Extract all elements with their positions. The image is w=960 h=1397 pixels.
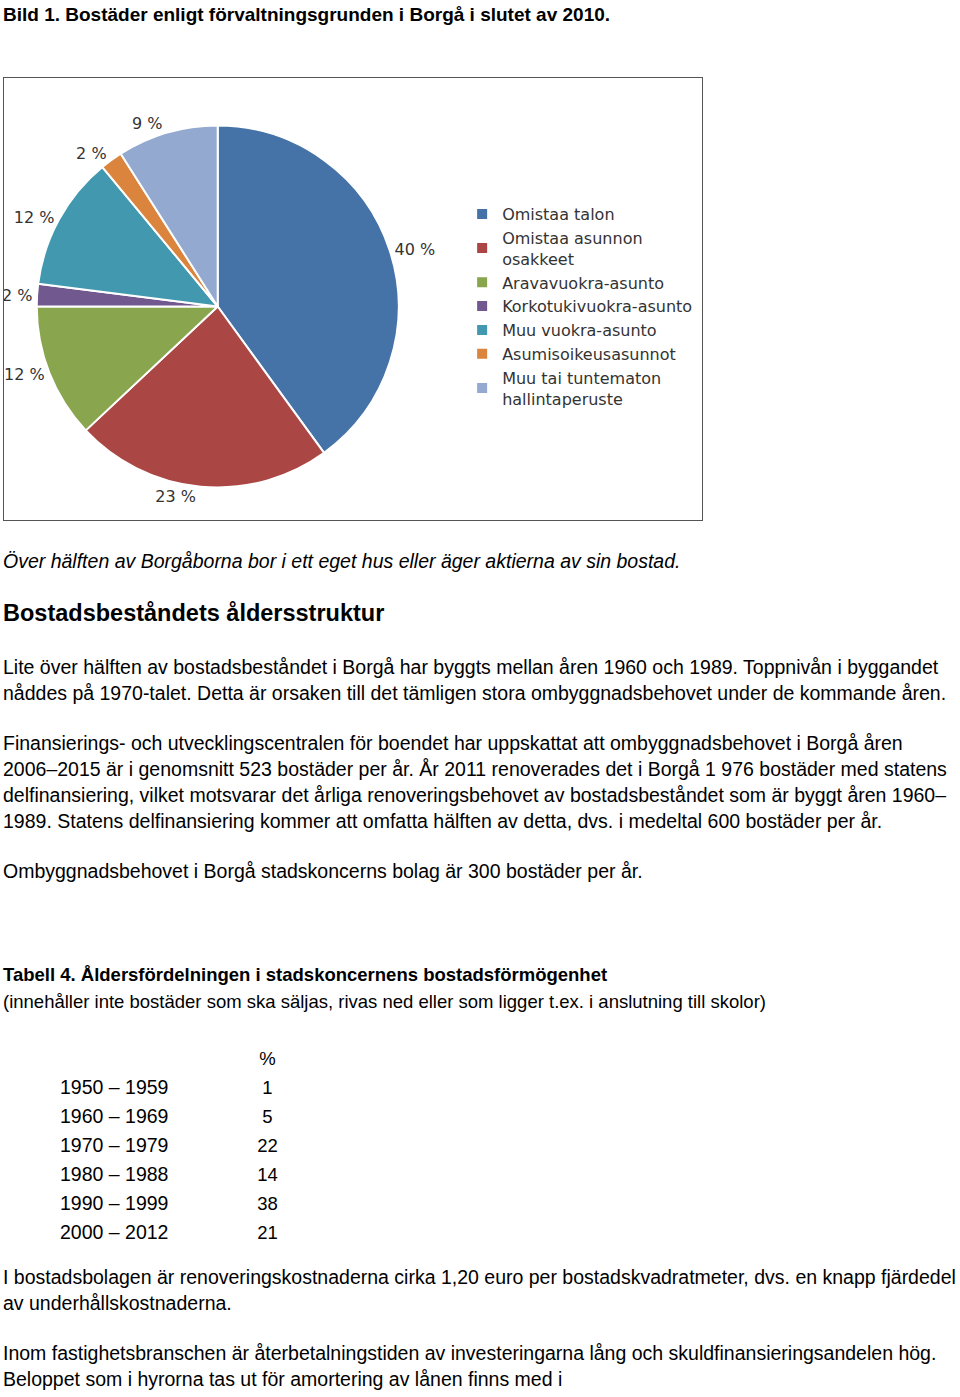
- svg-text:12 %: 12 %: [4, 365, 45, 384]
- html-text:1960 – 1969: 1960 – 1969: [60, 1105, 169, 1127]
- svg-text:Aravavuokra-asunto: Aravavuokra-asunto: [502, 274, 664, 293]
- html-text:Lite över hälften av bostadsbe: Lite över hälften av bostadsbeståndet i …: [3, 656, 947, 704]
- svg-text:40 %: 40 %: [395, 240, 436, 259]
- html-text:38: 38: [257, 1193, 278, 1214]
- html-text:1: 1: [262, 1077, 273, 1098]
- svg-text:2 %: 2 %: [4, 286, 32, 305]
- svg-text:2 %: 2 %: [76, 144, 106, 163]
- html-text:(innehåller inte bostäder som: (innehåller inte bostäder som ska säljas…: [3, 991, 766, 1012]
- svg-text:Omistaa asunnonosakkeet: Omistaa asunnonosakkeet: [502, 229, 642, 269]
- svg-text:9 %: 9 %: [132, 114, 162, 133]
- html-text:2000 – 2012: 2000 – 2012: [60, 1221, 169, 1243]
- html-text:21: 21: [257, 1222, 278, 1243]
- html-text:Över hälften av Borgåborna bor: Över hälften av Borgåborna bor i ett ege…: [3, 550, 681, 572]
- html-text:1970 – 1979: 1970 – 1979: [60, 1134, 169, 1156]
- svg-text:Korkotukivuokra-asunto: Korkotukivuokra-asunto: [502, 297, 692, 316]
- svg-text:12 %: 12 %: [14, 208, 55, 227]
- html-text:14: 14: [257, 1164, 278, 1185]
- html-text:Ombyggnadsbehovet i Borgå stad: Ombyggnadsbehovet i Borgå stadskoncerns …: [3, 860, 643, 883]
- html-text:Inom fastighetsbranschen är åt: Inom fastighetsbranschen är återbetalnin…: [3, 1342, 937, 1391]
- html-text:1980 – 1988: 1980 – 1988: [60, 1163, 169, 1185]
- html-text:I bostadsbolagen är renovering: I bostadsbolagen är renoveringskostnader…: [3, 1266, 956, 1314]
- html-text:Bostadsbeståndets åldersstrukt: Bostadsbeståndets åldersstruktur: [3, 600, 385, 626]
- html-text:Tabell 4. Åldersfördelningen i: Tabell 4. Åldersfördelningen i stadskonc…: [3, 964, 608, 985]
- html-text:Bild 1. Bostäder enligt förval: Bild 1. Bostäder enligt förvaltningsgrun…: [3, 4, 611, 25]
- svg-text:Asumisoikeusasunnot: Asumisoikeusasunnot: [502, 345, 676, 364]
- svg-text:23 %: 23 %: [155, 487, 196, 506]
- html-text:1950 – 1959: 1950 – 1959: [60, 1076, 169, 1098]
- svg-text:Muu tai tuntematonhallintaperu: Muu tai tuntematonhallintaperuste: [502, 369, 661, 409]
- html-text:Finansierings- och utvecklings: Finansierings- och utvecklingscentralen …: [3, 732, 947, 832]
- svg-text:Omistaa talon: Omistaa talon: [502, 205, 614, 224]
- html-text:22: 22: [257, 1135, 278, 1156]
- html-text:1990 – 1999: 1990 – 1999: [60, 1192, 169, 1214]
- svg-text:Muu vuokra-asunto: Muu vuokra-asunto: [502, 321, 656, 340]
- html-text:5: 5: [262, 1106, 273, 1127]
